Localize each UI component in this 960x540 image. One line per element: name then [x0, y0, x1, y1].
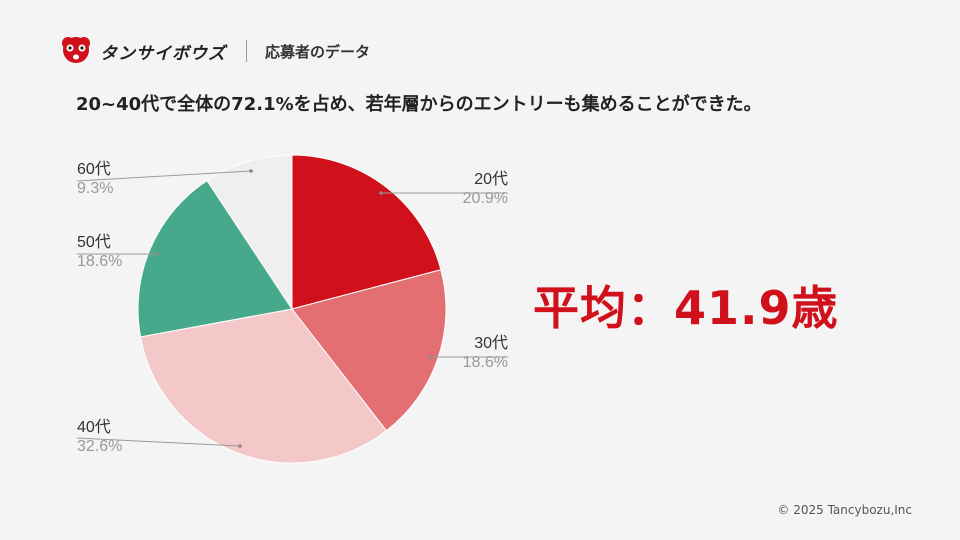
label-20: 20代	[474, 171, 508, 188]
logo-icon	[62, 37, 90, 63]
leader-dot-40	[238, 444, 242, 448]
label-40: 40代	[77, 419, 111, 436]
callout-50: 50代 18.6%	[77, 233, 122, 271]
average-age: 平均：41.9歳	[533, 281, 839, 335]
callout-30: 30代 18.6%	[420, 334, 508, 372]
pie-slice-40	[139, 308, 388, 464]
label-30: 30代	[474, 335, 508, 352]
leader-line-60	[76, 170, 252, 182]
pie-slice-50	[137, 179, 293, 338]
pct-30: 18.6%	[462, 354, 508, 372]
callout-40: 40代 32.6%	[77, 418, 122, 456]
leader-dot-30	[429, 355, 433, 359]
header-divider	[246, 40, 247, 62]
leader-dot-20	[379, 191, 383, 195]
header: タンサイボウズ 応募者のデータ	[58, 36, 370, 66]
logo-text: タンサイボウズ	[100, 43, 226, 64]
label-50: 50代	[77, 234, 111, 251]
callout-20: 20代 20.9%	[420, 170, 508, 208]
pct-60: 9.3%	[77, 180, 114, 198]
leader-line-40	[76, 437, 241, 447]
pct-20: 20.9%	[462, 190, 508, 208]
leader-dot-60	[249, 169, 253, 173]
pct-50: 18.6%	[77, 253, 123, 271]
copyright: © 2025 Tancybozu,Inc	[777, 503, 912, 517]
pie-slice-60	[206, 154, 293, 311]
pct-40: 32.6%	[77, 438, 123, 456]
pie-slice-30	[291, 269, 447, 432]
label-60: 60代	[77, 161, 111, 178]
section-title: 応募者のデータ	[265, 42, 371, 61]
callout-60: 60代 9.3%	[77, 160, 113, 198]
page-subtitle: 20~40代で全体の72.1%を占め、若年層からのエントリーも集めることができた…	[76, 94, 762, 115]
leader-dot-50	[155, 252, 159, 256]
pie-slice-20	[291, 154, 442, 310]
